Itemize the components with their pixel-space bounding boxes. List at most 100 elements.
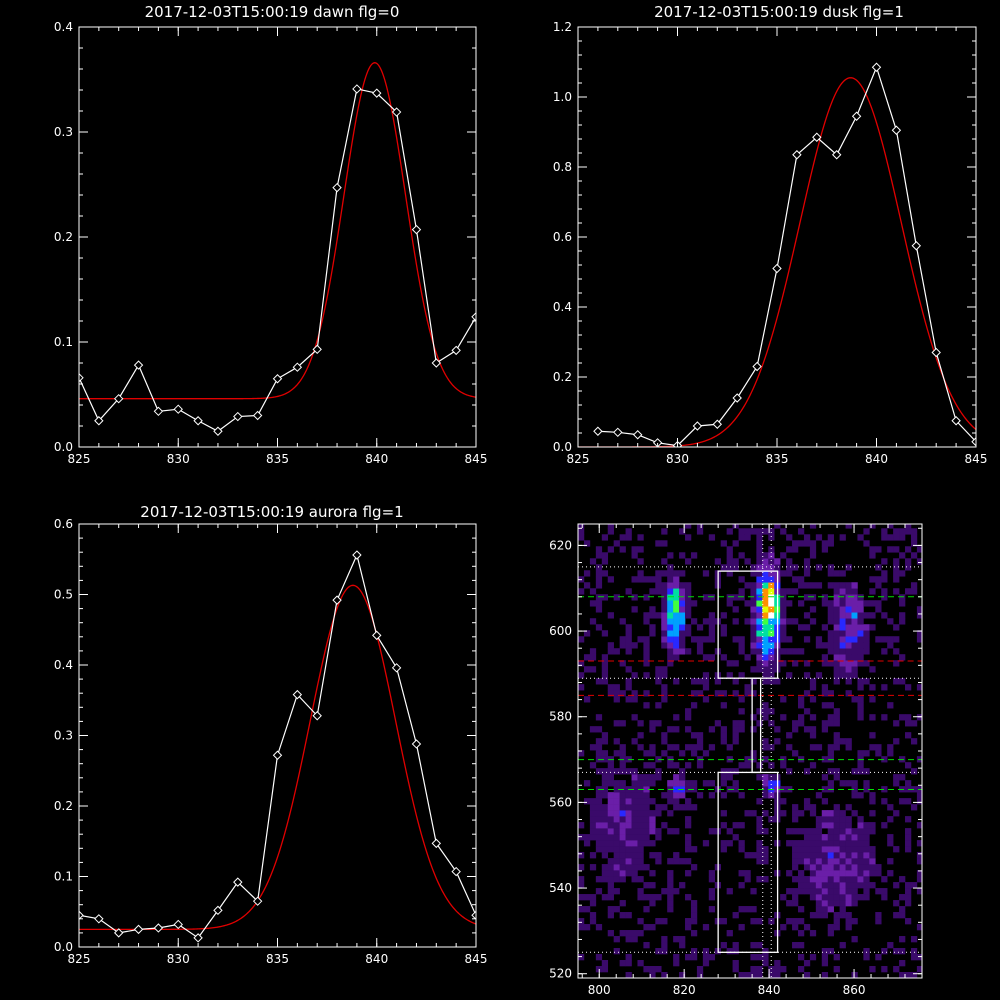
image-pixel [702,780,710,787]
image-pixel [667,636,674,643]
image-pixel [833,654,840,661]
image-pixel [839,654,846,661]
image-pixel [762,714,769,721]
dusk-data-point [792,150,802,160]
image-pixel [815,672,823,679]
image-pixel [702,636,710,643]
image-pixel [910,588,918,595]
image-pixel [744,972,751,978]
image-pixel [833,900,840,907]
image-pixel [839,810,846,817]
image-pixel [887,804,894,811]
image-pixel [821,726,829,733]
image-pixel [738,648,745,655]
image-pixel [869,684,876,691]
image-pixel [667,792,674,799]
image-pixel [786,768,793,775]
image-pixel [887,840,894,847]
image-pixel [851,810,858,817]
image-pixel [786,900,793,907]
image-pixel [827,606,834,613]
image-pixel [797,702,805,709]
image-pixel [893,534,900,541]
image-pixel [833,870,840,877]
image-pixel [845,636,852,643]
dawn-spectrum-panel: 2017-12-03T15:00:19 dawn flg=0 825 830 835… [54,3,488,466]
image-pixel [833,810,840,817]
image-pixel [643,882,650,889]
image-pixel [601,786,609,793]
image-pixel [839,648,846,655]
image-pixel [619,930,626,937]
image-pixel [839,618,846,625]
image-pixel [821,900,829,907]
image-pixel [667,726,674,733]
image-pixel [845,780,852,787]
image-pixel [625,840,632,847]
image-pixel [631,690,638,697]
image-pixel [708,636,716,643]
image-pixel [631,546,638,553]
image-pixel [613,768,620,775]
image-pixel [637,546,644,553]
image-pixel [619,900,626,907]
image-pixel [869,858,876,865]
image-pixel [685,726,692,733]
image-pixel [631,792,638,799]
image-pixel [607,858,614,865]
image-pixel [667,894,674,901]
image-pixel [649,798,656,805]
image-pixel [762,828,769,835]
image-pixel [869,612,876,619]
image-pixel [869,870,876,877]
image-pixel [708,876,716,883]
aurora-xtick-label: 825 [68,952,91,966]
image-pixel [595,828,603,835]
image-pixel [637,834,644,841]
image-pixel [762,876,769,883]
image-pixel [679,774,686,781]
image-pixel [607,642,614,649]
image-pixel [839,594,846,601]
image-pixel [679,588,686,595]
image-pixel [625,822,632,829]
image-pixel [762,792,769,799]
image-pixel [869,846,876,853]
image-pixel [690,900,698,907]
image-pixel [768,588,775,595]
image-pixel [667,624,674,631]
image-pixel [863,852,870,859]
dawn-data-point [213,426,223,436]
image-pixel [768,564,775,571]
image-pixel [792,888,799,895]
image-pixel [839,888,846,895]
image-pixel [685,612,692,619]
image-pixel [857,858,864,865]
image-pixel [613,936,620,943]
image-pixel [625,954,632,961]
image-pixel [750,606,757,613]
dusk-xtick-label: 835 [766,452,789,466]
image-pixel [845,900,852,907]
dusk-data-point [732,393,742,403]
image-pixel [762,606,769,613]
image-pixel [827,882,834,889]
image-pixel [601,864,609,871]
image-pixel [595,888,603,895]
image-pixel [690,552,698,559]
image-pixel [607,684,614,691]
image-pixel [655,774,662,781]
image-pixel [851,846,858,853]
image-pixel [637,780,644,787]
image-pixel [607,780,614,787]
image-pixel [655,702,662,709]
image-pixel [881,894,888,901]
image-pixel [637,798,644,805]
image-pixel [851,900,858,907]
image-pixel [762,810,769,817]
image-pixel [827,600,834,607]
image-pixel [708,828,716,835]
image-pixel [827,780,834,787]
image-pixel [792,894,799,901]
image-pixel [619,534,626,541]
